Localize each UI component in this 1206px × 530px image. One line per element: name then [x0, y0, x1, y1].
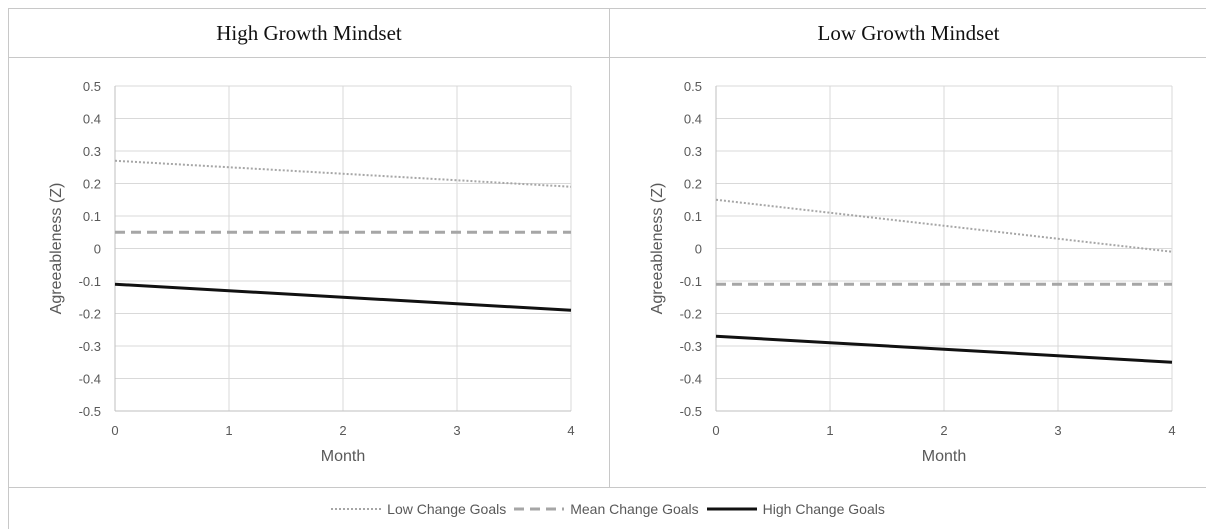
series-line-dotted — [715, 198, 1173, 253]
x-tick-label: 2 — [940, 423, 947, 438]
panel-title-left: High Growth Mindset — [216, 21, 402, 45]
y-tick-label: -0.3 — [680, 339, 702, 354]
y-tick-label: 0 — [94, 242, 101, 257]
y-tick-label: 0.4 — [684, 112, 702, 127]
x-tick-label: 1 — [826, 423, 833, 438]
legend-item-high: High Change Goals — [706, 501, 885, 517]
panel-title-right: Low Growth Mindset — [817, 21, 1000, 45]
y-tick-label: -0.5 — [680, 404, 702, 419]
x-tick-label: 4 — [567, 423, 574, 438]
y-tick-label: 0.3 — [83, 144, 101, 159]
y-tick-label: 0.5 — [83, 79, 101, 94]
x-axis-title: Month — [321, 448, 365, 465]
y-tick-label: -0.1 — [680, 274, 702, 289]
chart-right: 0.5 0.4 0.3 0.2 0.1 0 -0.1 -0.2 -0.3 -0.4 -0.5 0 1 2 3… — [649, 79, 1176, 465]
x-tick-label: 4 — [1168, 423, 1175, 438]
chart-left: 0.5 0.4 0.3 0.2 0.1 0 -0.1 -0.2 -0.3 -0.4 -0.5 0 1 2 3… — [48, 79, 575, 465]
y-tick-label: 0.3 — [684, 144, 702, 159]
figure: High Growth Mindset Low Growth Mindset 0… — [8, 8, 1206, 529]
legend-swatch-dotted — [331, 508, 382, 510]
legend-item-mean: Mean Change Goals — [514, 501, 699, 517]
title-divider — [9, 57, 1206, 58]
y-tick-label: -0.1 — [79, 274, 101, 289]
legend-label-low: Low Change Goals — [387, 501, 507, 517]
y-tick-label: -0.4 — [79, 372, 101, 387]
y-tick-label: 0.1 — [684, 209, 702, 224]
x-tick-label: 2 — [339, 423, 346, 438]
x-tick-label: 3 — [453, 423, 460, 438]
legend-label-high: High Change Goals — [762, 501, 885, 517]
y-tick-label: 0.2 — [684, 177, 702, 192]
y-tick-label: -0.2 — [79, 307, 101, 322]
x-tick-label: 3 — [1054, 423, 1061, 438]
y-tick-label: 0.2 — [83, 177, 101, 192]
y-tick-label: -0.3 — [79, 339, 101, 354]
y-tick-label: 0 — [695, 242, 702, 257]
y-tick-label: 0.5 — [684, 79, 702, 94]
series-line-dotted — [114, 159, 572, 188]
legend-swatch-dashed — [514, 507, 565, 511]
x-tick-label: 0 — [111, 423, 118, 438]
series-line-solid — [114, 282, 572, 312]
y-tick-label: -0.4 — [680, 372, 702, 387]
legend-item-low: Low Change Goals — [331, 501, 506, 517]
legend-divider — [9, 487, 1206, 488]
x-axis-title: Month — [922, 448, 966, 465]
y-tick-label: 0.4 — [83, 112, 101, 127]
legend: Low Change Goals Mean Change Goals High … — [9, 488, 1206, 530]
x-tick-label: 1 — [225, 423, 232, 438]
legend-label-mean: Mean Change Goals — [570, 501, 699, 517]
y-tick-label: -0.2 — [680, 307, 702, 322]
legend-swatch-solid — [706, 507, 757, 511]
series-line-solid — [715, 334, 1173, 364]
x-tick-label: 0 — [712, 423, 719, 438]
y-axis-title: Agreeableness (Z) — [649, 183, 666, 315]
y-axis-title: Agreeableness (Z) — [48, 183, 65, 315]
panel-divider — [609, 9, 610, 487]
y-tick-label: 0.1 — [83, 209, 101, 224]
y-tick-label: -0.5 — [79, 404, 101, 419]
